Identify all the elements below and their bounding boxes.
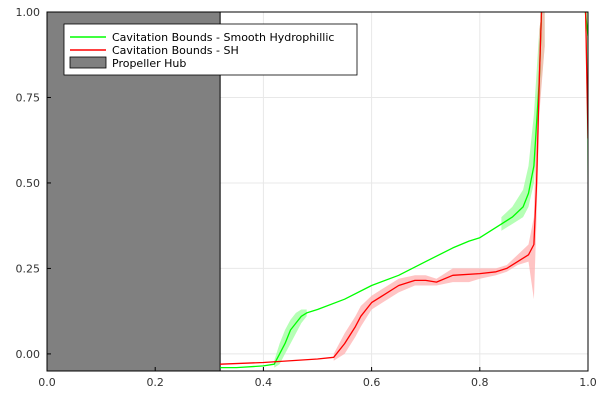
x-tick-label-2: 0.4 [255,376,273,389]
series-0-band-0 [274,309,307,368]
series-1-line [220,12,543,365]
x-tick-label-3: 0.6 [363,376,381,389]
y-tick-label-0: 0.00 [16,348,41,361]
legend: Cavitation Bounds - Smooth Hydrophillic … [63,23,358,76]
legend-swatch-propeller-hub [69,56,107,69]
x-tick-label-4: 0.8 [471,376,489,389]
y-tick-label-3: 0.75 [16,91,41,104]
x-tick-label-0: 0.0 [38,376,56,389]
legend-label-propeller-hub: Propeller Hub [112,57,186,70]
series-0-band-1 [501,12,545,231]
axis-ticks: 0.0 0.2 0.4 0.6 0.8 1.0 0.00 0.25 0.50 0.75 1.00 [16,6,597,389]
plot-frame [46,11,589,372]
y-tick-label-2: 0.50 [16,177,41,190]
legend-box [63,23,358,76]
y-tick-label-1: 0.25 [16,262,41,275]
series-0-line [220,12,543,369]
legend-label-sh: Cavitation Bounds - SH [112,44,239,57]
x-tick-label-1: 0.2 [146,376,164,389]
legend-label-smooth-hydrophillic: Cavitation Bounds - Smooth Hydrophillic [112,31,334,44]
x-tick-label-5: 1.0 [579,376,597,389]
series-1-band-0 [333,12,545,361]
y-tick-label-4: 1.00 [16,6,41,19]
